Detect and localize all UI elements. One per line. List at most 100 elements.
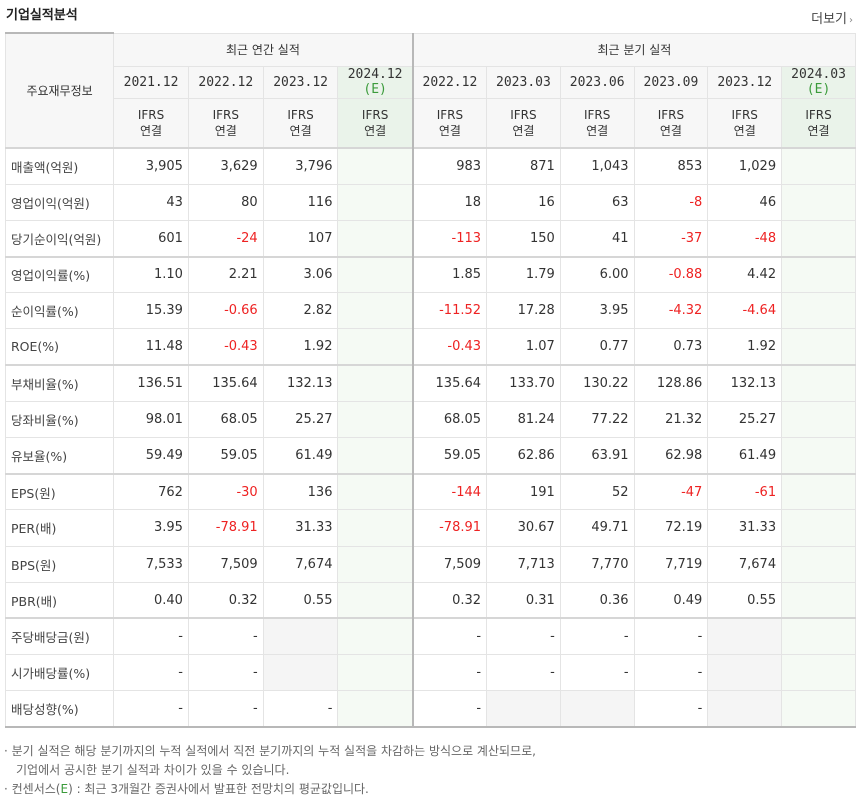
table-cell: 1,043 xyxy=(559,146,635,185)
table-cell: 0.40 xyxy=(113,581,189,619)
table-cell: 62.86 xyxy=(486,436,561,475)
ifrs-badge: IFRS 연결 xyxy=(486,97,561,149)
table-cell: - xyxy=(411,617,488,656)
table-cell: - xyxy=(187,690,264,729)
section-header: 기업실적분석 더보기 › xyxy=(0,0,861,32)
table-cell: 130.22 xyxy=(559,364,635,402)
consolidated-label: 연결 xyxy=(586,123,609,138)
ifrs-badge: IFRS 연결 xyxy=(337,97,414,149)
table-cell: 3,905 xyxy=(113,146,189,185)
table-cell: - xyxy=(187,654,264,692)
table-cell: -0.43 xyxy=(411,328,488,366)
table-cell: 59.49 xyxy=(113,436,189,475)
table-cell xyxy=(337,654,414,692)
table-cell xyxy=(781,328,856,366)
ifrs-label: IFRS xyxy=(731,107,758,122)
table-cell: 3,629 xyxy=(187,146,264,185)
table-row: 부채비율(%) 136.51 135.64 132.13 135.64 133.70 130… xyxy=(4,364,856,402)
period-label: 2023.12 xyxy=(273,74,328,90)
table-cell xyxy=(337,219,414,258)
table-cell: 0.36 xyxy=(559,581,635,619)
table-cell: -48 xyxy=(707,219,783,258)
table-cell: 31.33 xyxy=(707,509,783,547)
table-cell: 7,674 xyxy=(262,545,339,583)
period-label: 2024.03 xyxy=(791,67,846,82)
footnotes: · 분기 실적은 해당 분기까지의 누적 실적에서 직전 분기까지의 누적 실적… xyxy=(4,742,856,799)
table-cell: 135.64 xyxy=(411,364,488,402)
table-cell: 7,674 xyxy=(707,545,783,583)
table-cell xyxy=(781,400,856,439)
consolidated-label: 연결 xyxy=(512,123,535,138)
table-cell: -113 xyxy=(411,219,488,258)
period-header: 2023.03 xyxy=(486,65,561,99)
table-row: ROE(%) 11.48 -0.43 1.92 -0.43 1.07 0.77 0.73 1.9… xyxy=(4,328,856,366)
period-header: 2021.12 xyxy=(113,65,189,99)
table-cell xyxy=(781,581,856,619)
table-cell: 41 xyxy=(559,219,635,258)
table-cell: 17.28 xyxy=(486,292,561,330)
table-cell: 61.49 xyxy=(707,436,783,475)
table-row: 순이익률(%) 15.39 -0.66 2.82 -11.52 17.28 3.95 -4.3… xyxy=(4,292,856,330)
table-row: 유보율(%) 59.49 59.05 61.49 59.05 62.86 63.91 62.9… xyxy=(4,436,856,475)
row-label: 순이익률(%) xyxy=(4,292,115,330)
table-cell xyxy=(337,545,414,583)
table-row: EPS(원) 762 -30 136 -144 191 52 -47 -61 xyxy=(4,472,856,511)
table-cell xyxy=(262,654,339,692)
table-cell: 63 xyxy=(559,183,635,221)
table-cell xyxy=(707,617,783,656)
row-label: 매출액(억원) xyxy=(4,146,115,185)
table-cell xyxy=(337,400,414,439)
table-cell: 11.48 xyxy=(113,328,189,366)
table-cell: 762 xyxy=(113,472,189,511)
period-label: 2024.12 xyxy=(347,67,403,82)
table-cell: 132.13 xyxy=(707,364,783,402)
footnote-2-post: ) : 최근 3개월간 증권사에서 발표한 전망치의 평균값입니다. xyxy=(68,782,369,796)
row-label: EPS(원) xyxy=(4,472,115,511)
table-cell: 80 xyxy=(187,183,264,221)
table-cell: -0.66 xyxy=(187,292,264,330)
table-cell: 3.95 xyxy=(559,292,635,330)
period-header: 2023.12 xyxy=(707,65,783,99)
table-cell: 61.49 xyxy=(262,436,339,475)
table-cell: -0.88 xyxy=(633,255,709,294)
table-cell: 1.79 xyxy=(486,255,561,294)
row-label: 영업이익(억원) xyxy=(4,183,115,221)
table-cell: - xyxy=(113,690,189,729)
table-row: 영업이익(억원) 43 80 116 18 16 63 -8 46 xyxy=(4,183,856,221)
table-cell xyxy=(707,690,783,729)
table-cell xyxy=(337,292,414,330)
table-row: PBR(배) 0.40 0.32 0.55 0.32 0.31 0.36 0.49 0.55 xyxy=(4,581,856,619)
table-cell: - xyxy=(113,617,189,656)
table-cell: - xyxy=(633,654,709,692)
table-cell: 132.13 xyxy=(262,364,339,402)
table-cell: -78.91 xyxy=(187,509,264,547)
table-cell xyxy=(337,472,414,511)
table-cell: 52 xyxy=(559,472,635,511)
table-cell: 7,770 xyxy=(559,545,635,583)
row-label: 시가배당률(%) xyxy=(4,654,115,692)
table-cell xyxy=(781,472,856,511)
estimate-mark: (E) xyxy=(806,82,831,97)
table-cell: 1.07 xyxy=(486,328,561,366)
table-cell: 136 xyxy=(262,472,339,511)
more-link[interactable]: 더보기 › xyxy=(811,8,853,27)
period-label: 2023.06 xyxy=(569,74,625,90)
table-row: 당기순이익(억원) 601 -24 107 -113 150 41 -37 -48 xyxy=(4,219,856,258)
table-cell: 21.32 xyxy=(633,400,709,439)
table-cell: 128.86 xyxy=(633,364,709,402)
consolidated-label: 연결 xyxy=(214,123,237,138)
ifrs-label: IFRS xyxy=(657,107,685,122)
table-cell: 62.98 xyxy=(633,436,709,475)
period-header: 2024.03 (E) xyxy=(781,65,856,99)
table-cell xyxy=(781,617,856,656)
ifrs-label: IFRS xyxy=(436,107,464,122)
table-cell: 59.05 xyxy=(411,436,488,475)
ifrs-badge: IFRS 연결 xyxy=(262,97,339,149)
table-cell: 77.22 xyxy=(559,400,635,439)
ifrs-badge: IFRS 연결 xyxy=(633,97,709,149)
table-cell xyxy=(262,617,339,656)
table-cell: 136.51 xyxy=(113,364,189,402)
table-cell: 2.82 xyxy=(262,292,339,330)
table-cell xyxy=(781,364,856,402)
table-cell xyxy=(337,183,414,221)
